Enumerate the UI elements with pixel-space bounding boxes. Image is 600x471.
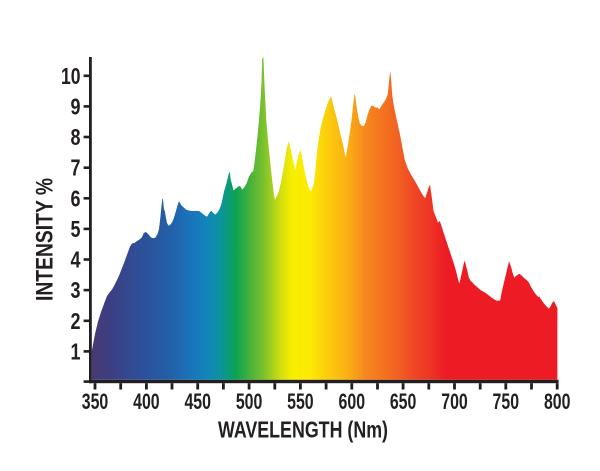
svg-text:1: 1 (71, 338, 81, 364)
svg-text:750: 750 (493, 389, 520, 414)
svg-text:INTENSITY %: INTENSITY % (31, 178, 58, 301)
svg-text:10: 10 (61, 63, 81, 89)
svg-text:350: 350 (82, 389, 109, 414)
svg-text:WAVELENGTH (Nm): WAVELENGTH (Nm) (218, 417, 388, 443)
svg-text:9: 9 (71, 93, 81, 119)
svg-text:700: 700 (441, 389, 468, 414)
svg-text:6: 6 (71, 185, 81, 211)
svg-text:3: 3 (71, 277, 81, 303)
svg-text:7: 7 (71, 155, 81, 181)
svg-text:8: 8 (71, 124, 81, 150)
svg-text:600: 600 (339, 389, 366, 414)
svg-text:500: 500 (236, 389, 263, 414)
svg-text:4: 4 (71, 247, 81, 273)
svg-text:550: 550 (287, 389, 314, 414)
svg-text:2: 2 (71, 308, 81, 334)
svg-text:450: 450 (184, 389, 211, 414)
svg-text:800: 800 (544, 389, 571, 414)
svg-text:650: 650 (390, 389, 417, 414)
svg-text:5: 5 (71, 216, 81, 242)
svg-text:400: 400 (133, 389, 160, 414)
